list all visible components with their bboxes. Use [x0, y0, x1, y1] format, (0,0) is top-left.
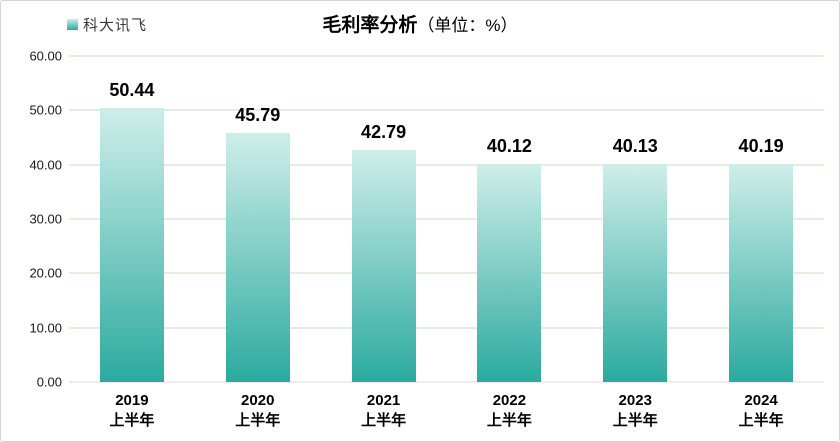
x-tick-line: 2020 [241, 392, 275, 409]
gridline [69, 272, 824, 274]
chart-title-text: 毛利率分析 [322, 15, 418, 36]
x-tick-line: 上半年 [109, 412, 155, 429]
bar-2019 [99, 107, 164, 382]
x-tick-label: 2020 上半年 [235, 391, 280, 431]
bar-value-label: 40.12 [486, 136, 532, 157]
gridline [69, 55, 824, 57]
x-tick-label: 2023 上半年 [613, 391, 658, 431]
plot-area: 60.00 50.00 40.00 30.00 20.00 10.00 0.00 50.44 2… [29, 49, 824, 429]
bar-value-label: 50.44 [109, 79, 155, 100]
x-tick-label: 2022 上半年 [487, 391, 532, 431]
x-tick-line: 上半年 [361, 412, 407, 429]
y-tick-label: 40.00 [29, 157, 62, 173]
bar-2022 [477, 164, 542, 382]
bar-2021 [351, 149, 416, 382]
chart-title-unit: （单位：%） [417, 16, 518, 35]
bar-value-label: 40.19 [738, 135, 784, 156]
x-tick-line: 上半年 [235, 412, 281, 429]
bar-value-label: 45.79 [235, 105, 281, 126]
y-tick-label: 10.00 [29, 320, 62, 336]
x-tick-label: 2021 上半年 [361, 391, 406, 431]
gridline [69, 327, 824, 329]
x-tick-label: 2019 上半年 [109, 391, 154, 431]
x-tick-line: 上半年 [738, 412, 784, 429]
bar-2023 [603, 163, 668, 382]
x-tick-line: 2022 [492, 392, 527, 409]
x-tick-line: 上半年 [486, 412, 532, 429]
y-tick-label: 60.00 [29, 48, 62, 64]
x-tick-line: 上半年 [612, 412, 658, 429]
x-tick-line: 2019 [115, 392, 149, 409]
legend: 科大讯飞 [67, 14, 147, 35]
bar-2020 [225, 133, 290, 382]
y-tick-label: 30.00 [29, 211, 62, 227]
bar-value-label: 42.79 [361, 121, 407, 142]
bar-2024 [729, 163, 794, 382]
legend-swatch-icon [67, 19, 78, 30]
chart-title: 毛利率分析（单位：%） [1, 10, 839, 37]
legend-label: 科大讯飞 [83, 17, 148, 34]
x-tick-line: 2023 [618, 392, 652, 409]
x-tick-line: 2024 [744, 392, 778, 409]
gridline [69, 109, 824, 111]
y-tick-label: 0.00 [36, 374, 62, 390]
bar-value-label: 40.13 [612, 135, 658, 156]
y-tick-label: 50.00 [29, 102, 62, 118]
x-tick-line: 2021 [366, 392, 401, 409]
gridline [69, 164, 824, 166]
x-tick-label: 2024 上半年 [739, 391, 784, 431]
gridline [69, 218, 824, 220]
x-axis-line [69, 381, 824, 383]
y-tick-label: 20.00 [29, 265, 62, 281]
